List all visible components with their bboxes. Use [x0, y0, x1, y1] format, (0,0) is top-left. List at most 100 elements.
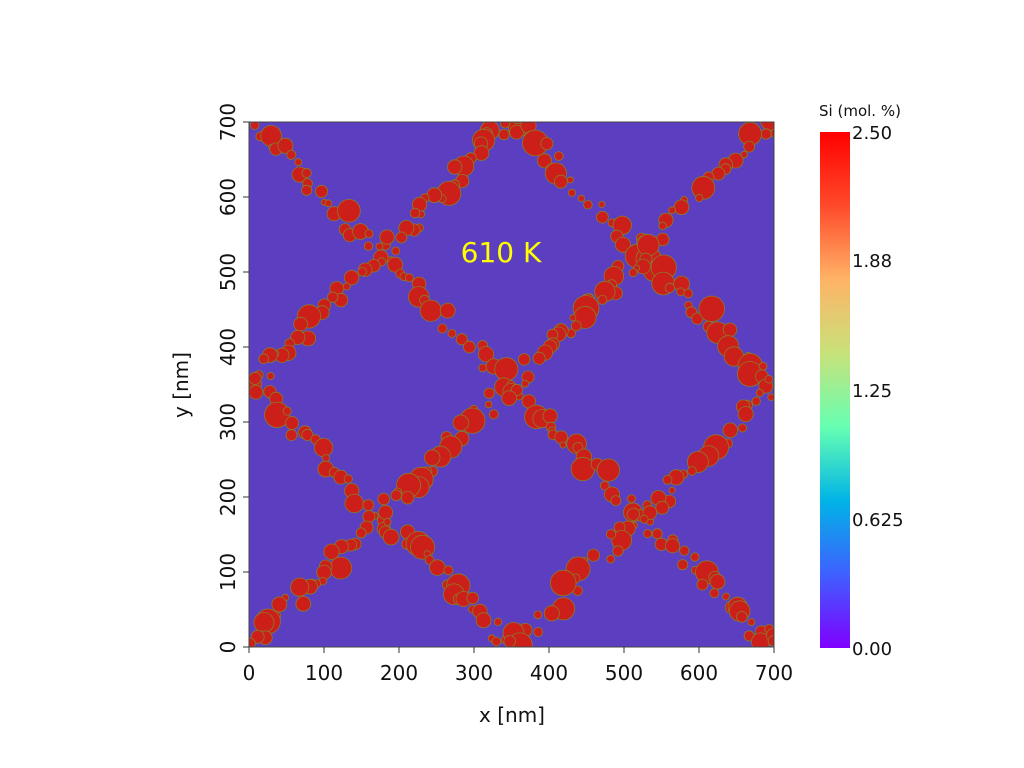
colorbar-gradient [820, 132, 850, 648]
particle [488, 409, 499, 420]
particle [683, 288, 693, 299]
particle [664, 282, 675, 293]
particle [473, 145, 490, 161]
particle [696, 578, 709, 591]
particle [424, 449, 441, 466]
x-tick-label: 600 [680, 661, 718, 685]
particle [554, 430, 568, 445]
particle [253, 122, 257, 123]
y-tick-label: 600 [216, 178, 240, 216]
particle [253, 612, 275, 633]
particle [553, 151, 564, 161]
particle [379, 229, 395, 245]
particle [577, 194, 586, 202]
x-tick-label: 700 [755, 661, 793, 685]
particle [610, 495, 622, 507]
particle [567, 188, 576, 197]
particle [363, 241, 373, 251]
particle [285, 429, 298, 442]
particle [583, 199, 593, 210]
particle [606, 554, 615, 564]
particle [321, 454, 330, 463]
particle [343, 474, 353, 484]
particle [364, 229, 374, 239]
particle [249, 371, 262, 385]
particle [258, 353, 270, 365]
particle [301, 167, 312, 179]
particle [452, 414, 470, 432]
colorbar-tick-label: 1.88 [852, 251, 892, 272]
plot-border [248, 121, 775, 648]
particle [342, 282, 351, 291]
particle [377, 492, 390, 506]
particle [249, 384, 264, 400]
y-tick-label: 700 [216, 103, 240, 141]
particle [537, 153, 553, 169]
particle [357, 267, 367, 277]
particle [314, 184, 328, 198]
particle [383, 517, 392, 526]
particle [521, 379, 529, 388]
particle [758, 361, 768, 371]
particle [337, 199, 361, 223]
particle [327, 291, 339, 303]
particle [382, 528, 400, 546]
x-tick-label: 200 [380, 661, 418, 685]
x-tick-label: 100 [305, 661, 343, 685]
y-tick-label: 500 [216, 253, 240, 291]
particle [426, 187, 443, 204]
particle [493, 617, 503, 627]
particle [477, 346, 495, 363]
particle [770, 128, 774, 138]
particle [509, 124, 524, 140]
particle [378, 504, 394, 520]
particle [463, 340, 476, 354]
particle [628, 268, 638, 278]
particle [264, 401, 291, 428]
particle [395, 231, 408, 244]
particle [285, 416, 300, 430]
particle [498, 129, 510, 141]
particle [668, 486, 676, 494]
particle [755, 388, 764, 397]
x-tick-label: 400 [530, 661, 568, 685]
particle [751, 396, 761, 406]
particle [293, 316, 308, 332]
particle [570, 320, 582, 332]
particle [569, 314, 577, 322]
particle [282, 406, 292, 416]
particle [747, 618, 756, 626]
particle [290, 577, 310, 597]
particle [494, 357, 519, 382]
particle [419, 299, 442, 322]
particle [740, 150, 748, 159]
colorbar: Si (mol. %) 0.00 0.625 1.25 1.88 2.50 [819, 102, 903, 660]
particle [532, 351, 546, 365]
particle [709, 573, 726, 590]
particle [387, 256, 404, 273]
particle [627, 494, 636, 504]
particle [695, 193, 704, 203]
x-axis-label: x [nm] [479, 703, 545, 727]
x-axis: 0 100 200 300 400 500 600 700 [243, 647, 793, 685]
particle [447, 328, 457, 338]
particle [679, 545, 690, 556]
particle [409, 207, 421, 219]
particle [277, 137, 294, 154]
y-tick-label: 100 [216, 553, 240, 591]
x-tick-label: 300 [455, 661, 493, 685]
particle [698, 295, 725, 323]
particle [540, 137, 554, 151]
particle [722, 422, 739, 438]
y-tick-label: 0 [216, 641, 240, 654]
x-tick-label: 500 [605, 661, 643, 685]
particle [466, 591, 479, 605]
particle [286, 149, 297, 160]
particle [362, 499, 375, 512]
particle [614, 236, 631, 253]
particle [512, 122, 524, 124]
particle [362, 510, 376, 523]
particle [738, 423, 748, 433]
particle [764, 375, 773, 384]
